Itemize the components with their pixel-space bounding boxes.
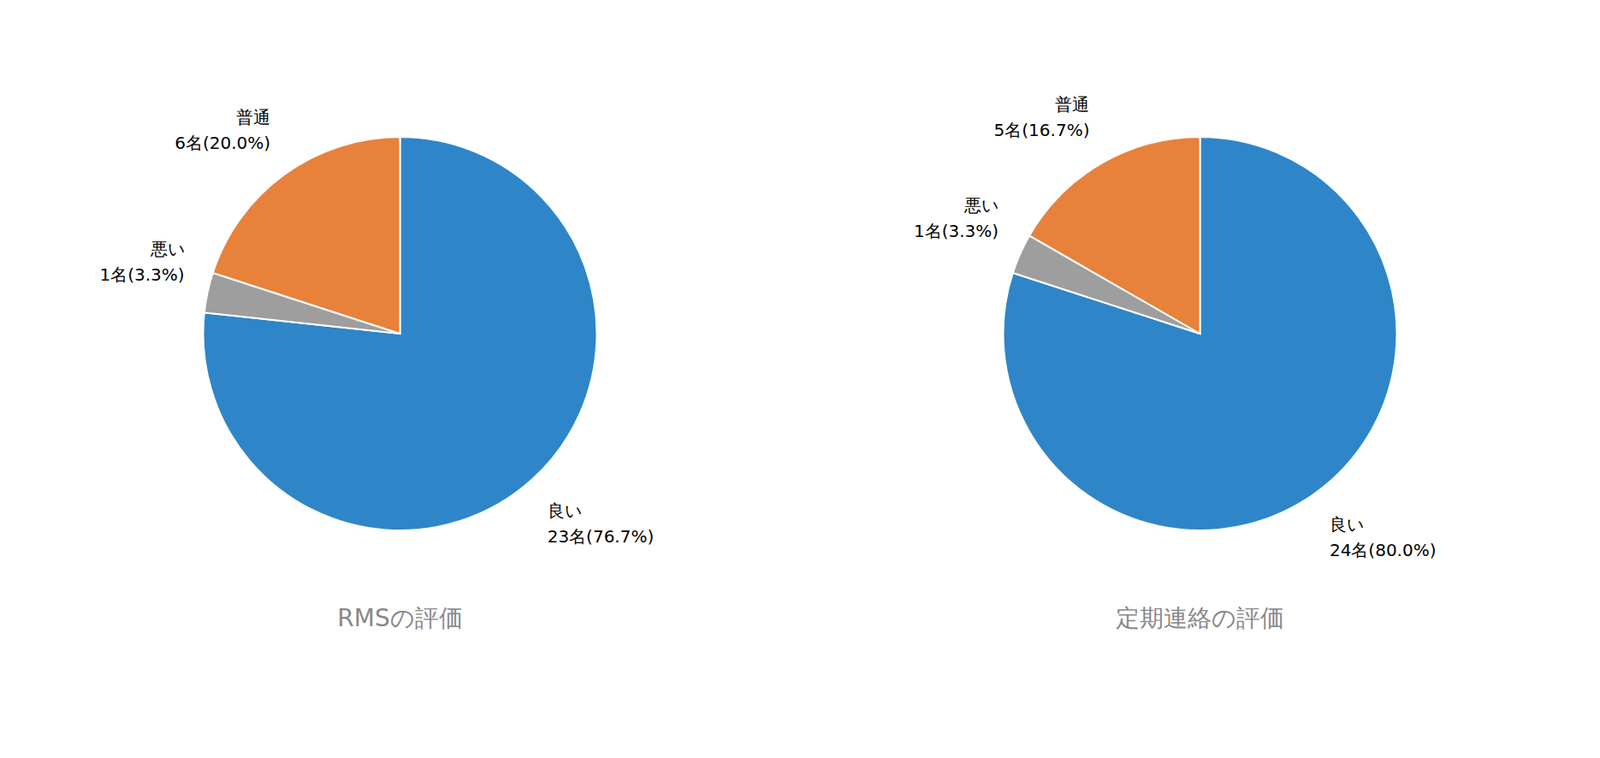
slice-label-line: 23名(76.7%) [547, 526, 655, 547]
pie-chart [203, 136, 598, 531]
slice-label-line: 悪い [963, 195, 999, 216]
pie-slice [1002, 136, 1397, 531]
slice-label-line: 良い [547, 500, 582, 522]
slice-label: 悪い 1名(3.3%) [99, 238, 184, 285]
pie-slice [213, 136, 401, 334]
pie-slice [203, 136, 598, 531]
slice-label: 悪い 1名(3.3%) [913, 195, 999, 242]
chart-title: RMSの評価 [337, 604, 463, 633]
chart-title: 定期連絡の評価 [1115, 604, 1285, 633]
pie-chart [1002, 136, 1397, 531]
slice-label-line: 1名(3.3%) [99, 264, 184, 285]
slice-label: 普通 5名(16.7%) [994, 94, 1091, 141]
slice-label-line: 24名(80.0%) [1329, 539, 1437, 561]
chart-canvas: 良い 23名(76.7%) 悪い 1名(3.3%) 普通 6名(20.0%) RMSの評価 良… [0, 0, 1600, 758]
pie-slice [1029, 136, 1200, 334]
slice-label-line: 良い [1329, 514, 1364, 535]
slice-label-line: 悪い [149, 238, 185, 260]
slice-label-line: 普通 [1054, 94, 1090, 115]
slice-label-line: 1名(3.3%) [913, 220, 999, 242]
slice-label-line: 5名(16.7%) [994, 119, 1091, 141]
slice-label-line: 普通 [236, 106, 271, 128]
slice-label: 良い 23名(76.7%) [547, 500, 655, 547]
slice-label: 普通 6名(20.0%) [174, 106, 271, 154]
slice-label: 良い 24名(80.0%) [1329, 514, 1437, 561]
slice-label-line: 6名(20.0%) [174, 132, 271, 154]
